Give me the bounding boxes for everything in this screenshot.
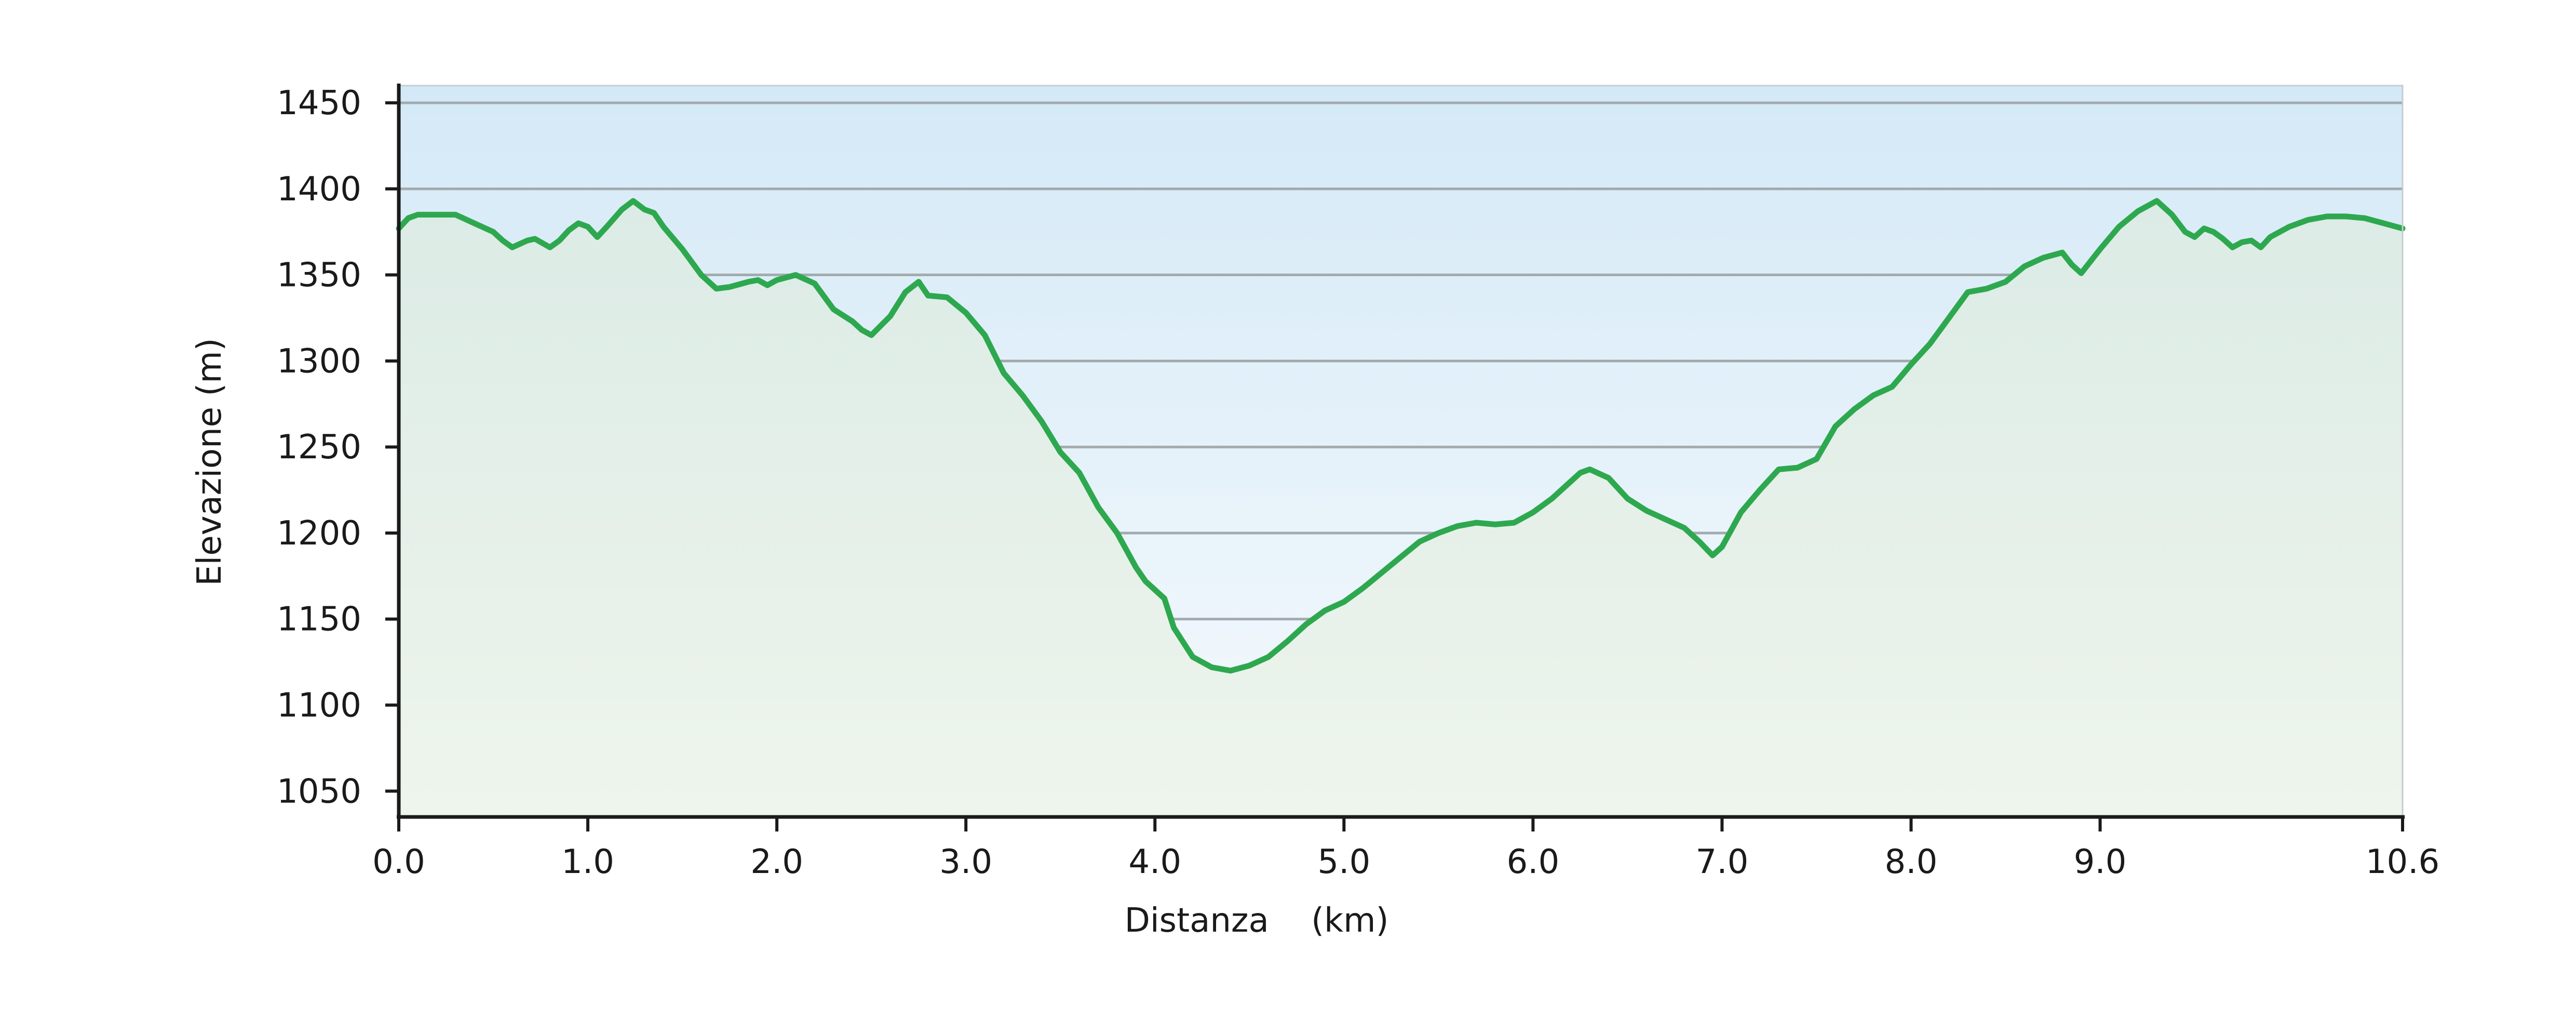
y-tick-label: 1150 [277, 601, 361, 639]
elevation-area-fill [399, 201, 2403, 817]
x-tick-label: 9.0 [2074, 843, 2127, 881]
y-tick-label: 1100 [277, 687, 361, 725]
x-tick-label: 2.0 [750, 843, 803, 881]
x-tick-label: 10.6 [2366, 843, 2440, 881]
y-tick-label: 1050 [277, 772, 361, 811]
x-tick-label: 6.0 [1506, 843, 1559, 881]
x-axis-ticks: 0.0 1.0 2.0 3.0 4.0 5.0 6.0 7.0 8.0 9.0 10.6 [372, 817, 2439, 881]
y-axis-ticks: 1450 1400 1350 1300 1250 1200 1150 1100 1050 [277, 84, 399, 811]
x-tick-label: 5.0 [1317, 843, 1370, 881]
y-tick-label: 1250 [277, 428, 361, 467]
y-tick-label: 1400 [277, 170, 361, 209]
x-tick-label: 7.0 [1696, 843, 1749, 881]
x-tick-label: 3.0 [939, 843, 992, 881]
x-tick-label: 4.0 [1128, 843, 1181, 881]
y-tick-label: 1450 [277, 84, 361, 122]
y-axis-title: Elevazione (m) [191, 338, 229, 586]
y-tick-label: 1350 [277, 256, 361, 295]
elevation-line [396, 198, 2406, 674]
x-tick-label: 8.0 [1885, 843, 1938, 881]
x-axis-title: Distanza (km) [1125, 902, 1389, 940]
x-tick-label: 0.0 [372, 843, 425, 881]
y-tick-label: 1300 [277, 342, 361, 380]
y-tick-label: 1200 [277, 514, 361, 553]
x-tick-label: 1.0 [561, 843, 614, 881]
